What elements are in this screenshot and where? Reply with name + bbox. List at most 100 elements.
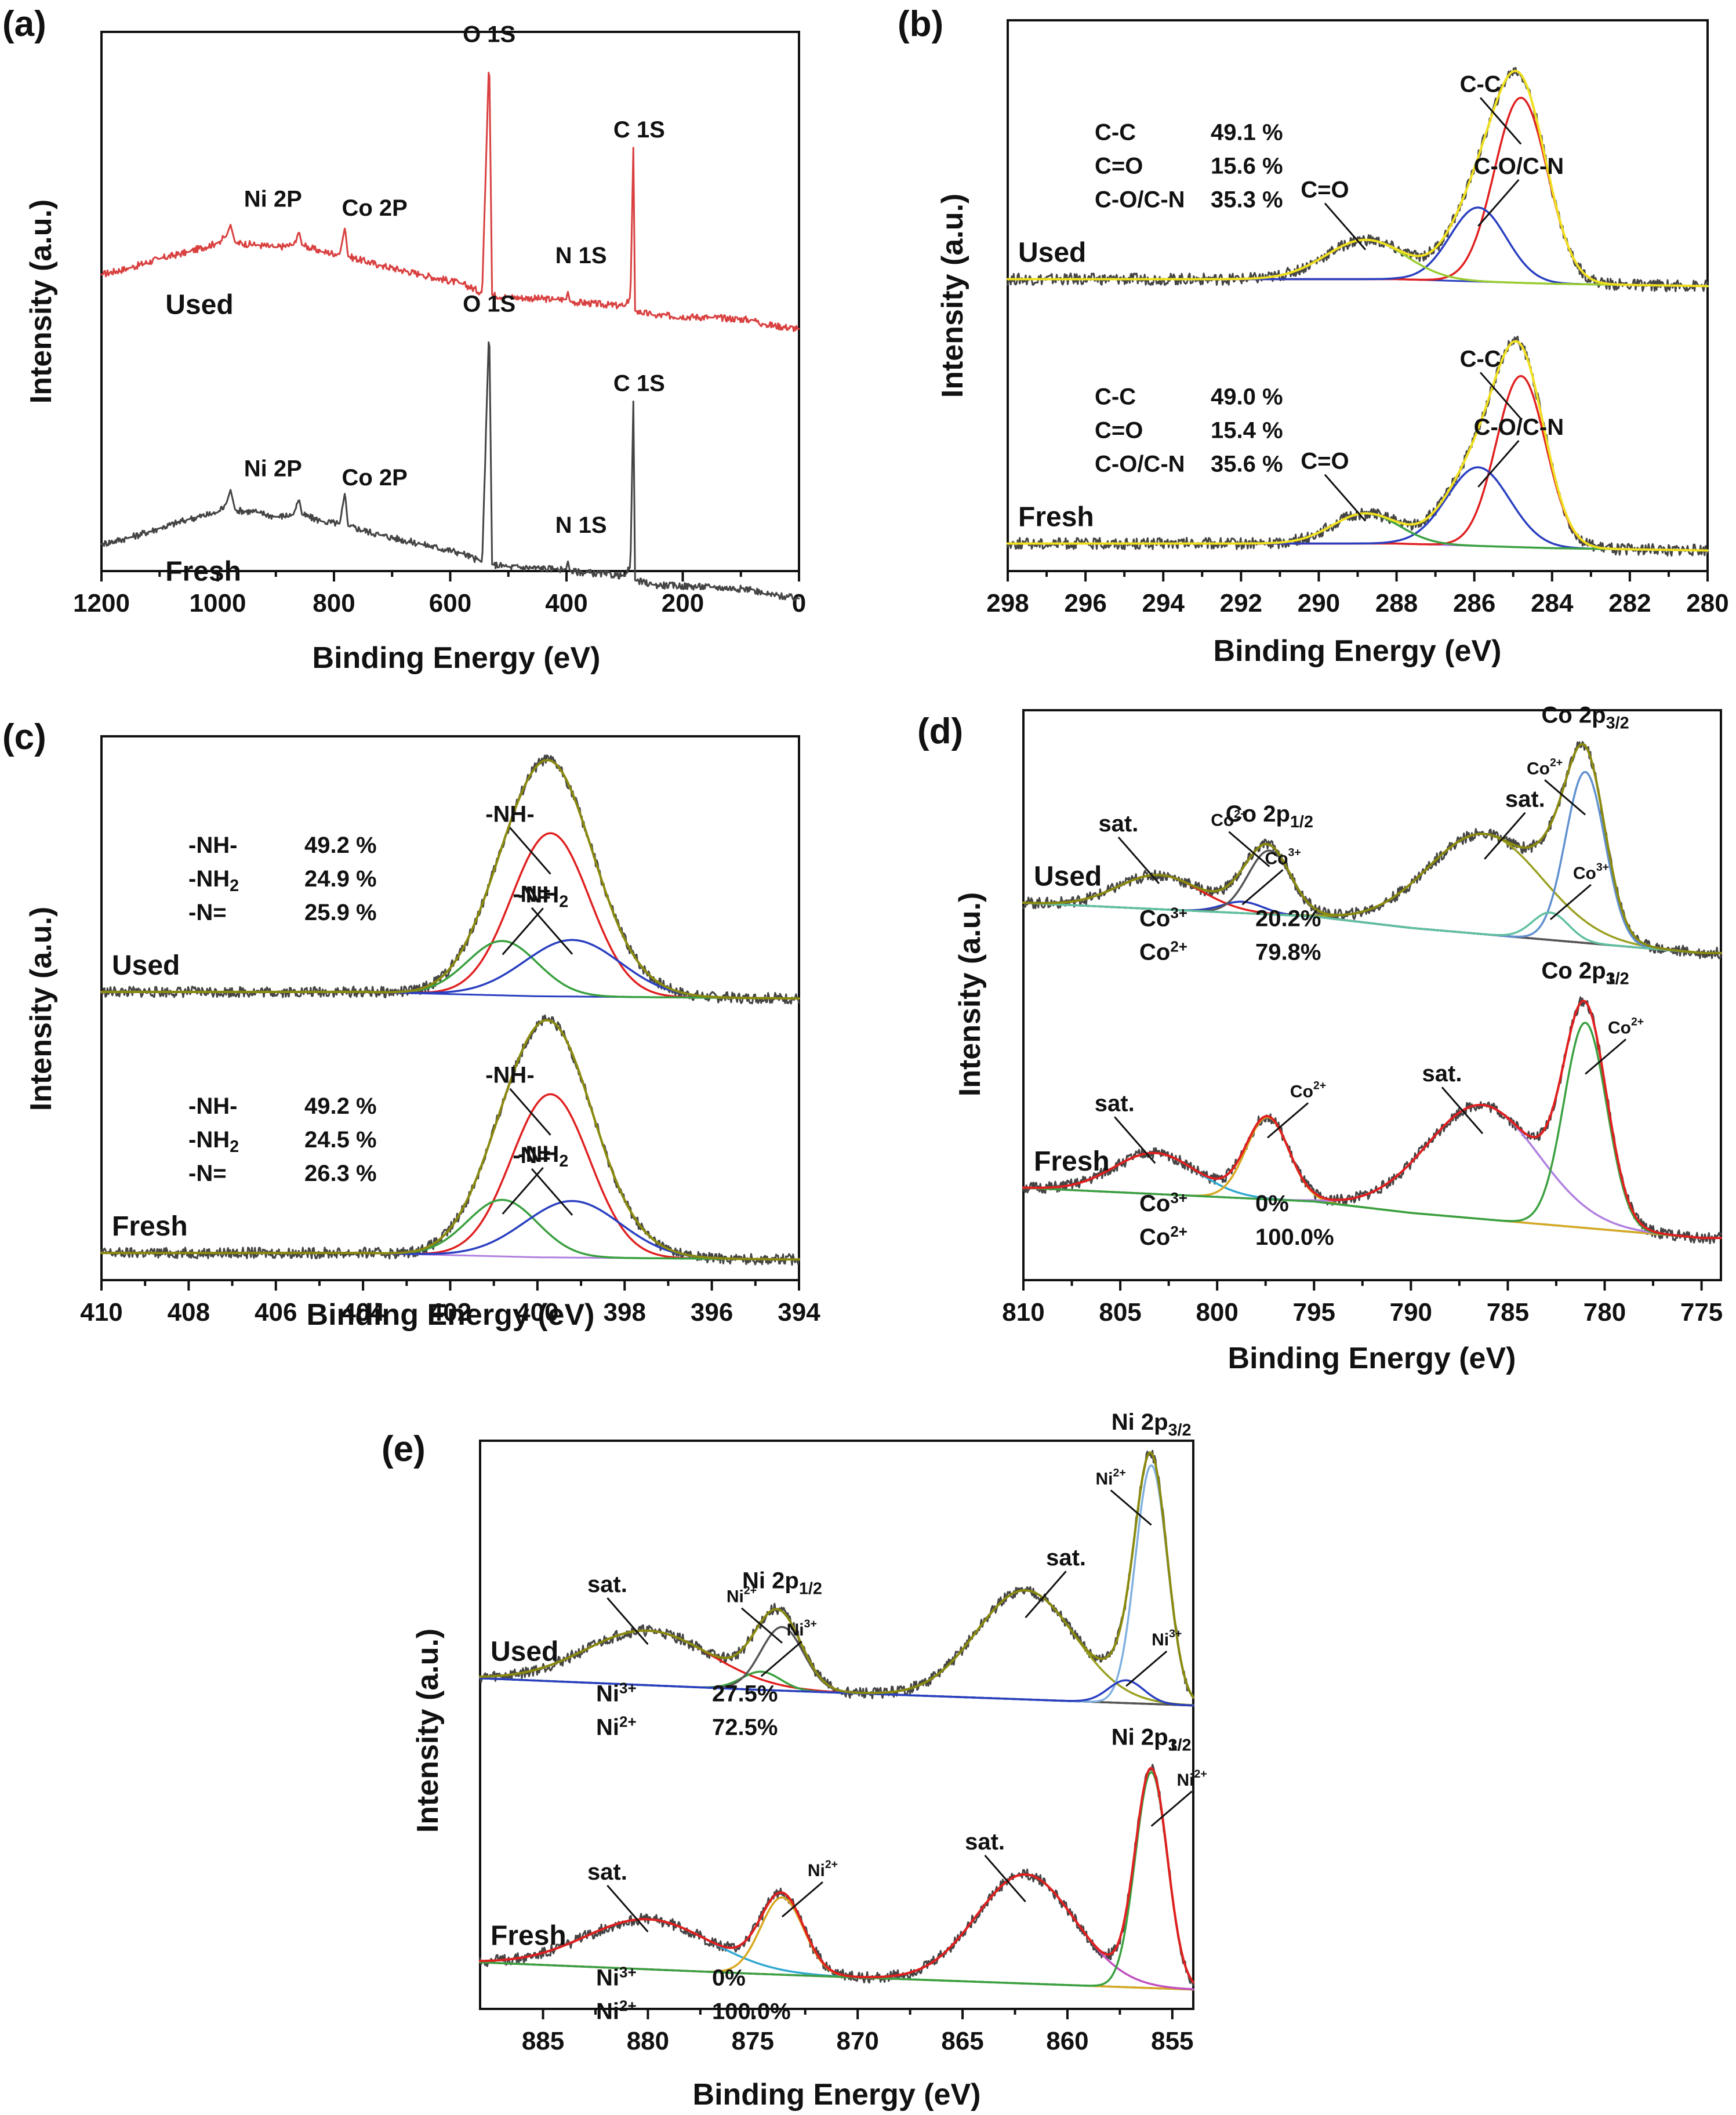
quant-value: 79.8% [1255,939,1321,965]
label-arrow [509,827,551,875]
x-tick-label: 298 [986,589,1029,617]
label-arrow [781,1881,823,1918]
x-tick-label: 280 [1686,589,1728,617]
x-tick-label: 880 [627,2027,669,2055]
plot-frame [100,735,800,1281]
superscript: 2+ [1194,1768,1207,1780]
x-tick-label: 0 [792,589,806,617]
panel-letter: (a) [2,4,46,44]
quant-value: 15.6 % [1211,154,1283,179]
quant-species: -NH2 [188,1127,239,1156]
fit-envelope [479,1451,1194,1699]
component-label: Co3+ [1573,861,1609,883]
component-peak [479,1771,1194,1987]
fit-envelope [100,759,800,1000]
peak-label: Ni 2P [244,456,302,481]
quant-value: 49.2 % [304,833,377,858]
panel-letter: (e) [382,1429,426,1469]
x-tick-label: 402 [429,1298,471,1327]
component-label: Ni2+ [808,1858,838,1880]
component-label: Co3+ [1265,846,1301,868]
component-label: C-O/C-N [1474,415,1564,440]
label-arrow [1110,1489,1152,1526]
label-arrow [1324,474,1367,522]
quant-value: 27.5% [712,1681,778,1707]
component-peak [479,1677,1194,1707]
sample-label: Fresh [1034,1146,1110,1177]
x-tick-label: 800 [313,589,355,617]
quant-species: Ni3+ [596,1964,637,1991]
component-peak [479,1626,1194,1707]
x-tick-label: 284 [1531,589,1574,617]
x-tick-label: 860 [1046,2027,1088,2055]
orbital-label: Co 2p1/2 [1226,801,1313,831]
component-label: Co2+ [1527,756,1563,778]
quant-value: 100.0% [712,1999,791,2025]
quant-species: Ni2+ [596,1997,637,2025]
x-tick-label: 780 [1584,1298,1626,1327]
quant-species: -NH2 [188,866,239,895]
label-arrow [1114,1116,1156,1164]
superscript: 3+ [619,1964,637,1981]
x-tick-label: 855 [1151,2027,1193,2055]
subscript: 3/2 [1168,1421,1192,1440]
x-tick-label: 790 [1390,1298,1432,1327]
component-peak [1022,1116,1722,1240]
component-peak [1007,466,1709,552]
y-axis-title: Intensity (a.u.) [24,907,58,1111]
x-tick-label: 408 [168,1298,210,1327]
x-tick-label: 865 [941,2027,983,2055]
component-peak [479,1918,1194,1991]
subscript: 2 [559,893,568,911]
component-peak [479,1629,1194,1707]
fit-envelope [1022,1000,1722,1240]
quant-value: 20.2% [1255,906,1321,931]
x-tick-label: 885 [522,2027,564,2055]
x-axis-title: Binding Energy (eV) [693,2078,981,2112]
component-peak [1022,1151,1722,1240]
quant-species: C-C [1095,120,1136,146]
x-axis-title: Binding Energy (eV) [307,1298,595,1332]
x-axis-title: Binding Energy (eV) [1228,1342,1516,1375]
label-arrow [1480,372,1522,420]
x-tick-label: 290 [1298,589,1340,617]
label-arrow [740,1607,783,1644]
x-tick-label: 795 [1293,1298,1335,1327]
quant-species: Ni3+ [596,1680,637,1707]
label-arrow [531,1168,573,1216]
component-label: C-O/C-N [1474,154,1564,179]
quant-species: Co3+ [1139,1189,1187,1216]
superscript: 2+ [1113,1466,1126,1479]
x-tick-label: 410 [80,1298,122,1327]
subscript: 1/2 [1606,970,1629,989]
orbital-label: Ni 2p1/2 [1112,1725,1192,1755]
raw-spectrum [1007,67,1709,292]
component-label: Ni2+ [1177,1768,1207,1790]
fit-envelope [100,1019,800,1261]
superscript: 3+ [1170,904,1187,921]
label-arrow [1267,1102,1309,1139]
superscript: 3+ [1170,1189,1187,1207]
quant-species: C=O [1095,418,1143,444]
component-label: Ni3+ [787,1618,817,1640]
subscript: 3/2 [1168,1736,1192,1755]
label-arrow [606,1597,649,1645]
plot-frame [1007,19,1709,572]
label-arrow [1441,1086,1484,1135]
subscript: 1/2 [1168,1736,1192,1755]
label-arrow [1544,779,1586,816]
component-label: -N= [513,1143,551,1168]
x-tick-label: 800 [1196,1298,1238,1327]
quant-value: 72.5% [712,1715,778,1740]
orbital-label: Co 2p3/2 [1541,958,1629,989]
quant-species: Co2+ [1139,937,1187,965]
raw-spectrum [100,754,800,1005]
label-arrow [1241,869,1284,906]
label-arrow [760,1641,802,1677]
x-tick-label: 286 [1453,589,1495,617]
label-arrow [502,907,544,955]
raw-spectrum [1007,336,1709,557]
plot-frame [479,1440,1194,2010]
quant-value: 15.4 % [1211,418,1283,444]
